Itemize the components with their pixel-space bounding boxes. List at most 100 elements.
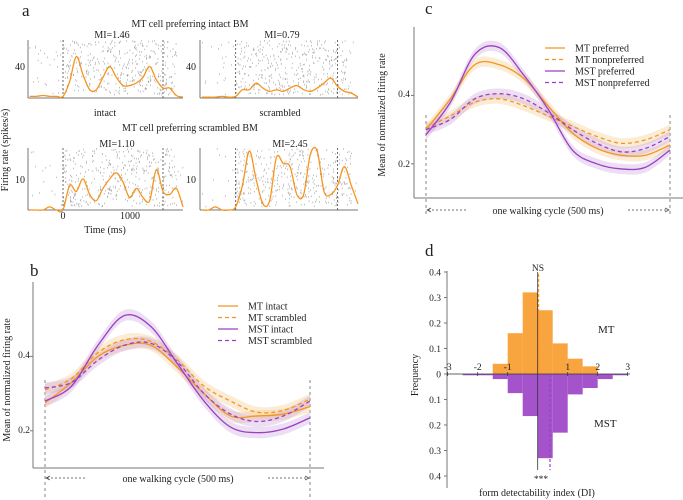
histogram-bar-mst bbox=[462, 374, 478, 376]
a-y-tick: 10 bbox=[186, 175, 196, 186]
y-tick-label: 0.3 bbox=[429, 447, 441, 457]
x-tick-label: -3 bbox=[444, 363, 452, 373]
legend-label: MST intact bbox=[248, 325, 293, 336]
a-x-tick: 0 bbox=[61, 211, 66, 222]
x-tick-label: 1 bbox=[565, 363, 570, 373]
histogram-bar-mst bbox=[507, 374, 523, 394]
x-tick-label: 2 bbox=[595, 363, 600, 373]
psth-line bbox=[29, 55, 184, 99]
error-band bbox=[45, 332, 310, 419]
psth-plot bbox=[199, 146, 359, 212]
legend-label: MST preferred bbox=[575, 67, 635, 78]
x-tick-label: -1 bbox=[504, 363, 512, 373]
histogram-bar-mst bbox=[492, 374, 508, 380]
d-x-label: form detectability index (DI) bbox=[479, 488, 595, 499]
b-y-tick: 0.2 bbox=[18, 426, 30, 436]
series-line-mst-scrambled bbox=[44, 341, 311, 423]
histogram-bar-mt bbox=[522, 292, 538, 374]
a-y-tick: 40 bbox=[186, 62, 196, 73]
histogram-bar-mst bbox=[477, 374, 493, 376]
histogram-bar-mt bbox=[567, 358, 583, 374]
d-mst-significance: *** bbox=[534, 475, 549, 485]
legend-label: MT nonpreferred bbox=[575, 55, 644, 66]
a-mi-label: MI=1.10 bbox=[99, 139, 134, 150]
error-band bbox=[45, 336, 310, 428]
legend-label: MT scrambled bbox=[248, 313, 306, 324]
error-band bbox=[426, 93, 670, 149]
panel-label-b: b bbox=[30, 261, 39, 280]
histogram-bar-mst bbox=[552, 374, 568, 433]
y-tick-label: 0.2 bbox=[429, 422, 441, 432]
histogram-bar-mt bbox=[552, 343, 568, 374]
series-line-mt-nonpreferred bbox=[425, 98, 671, 145]
psth-line bbox=[201, 77, 359, 98]
a-x-tick: 1000 bbox=[120, 211, 140, 222]
a-condition-label: intact bbox=[94, 108, 116, 119]
legend-label: MST nonpreferred bbox=[575, 78, 650, 89]
legend-label: MST scrambled bbox=[248, 336, 312, 347]
error-band bbox=[426, 88, 670, 158]
histogram-bar-mst bbox=[597, 374, 613, 380]
series-line-mst-intact bbox=[44, 314, 311, 434]
a-row1-title: MT cell preferring intact BM bbox=[131, 19, 248, 30]
y-tick-label: 0.3 bbox=[429, 294, 441, 304]
y-tick-label: 0.4 bbox=[429, 269, 441, 279]
b-y-tick: 0.4 bbox=[18, 351, 30, 361]
legend-label: MT intact bbox=[248, 302, 288, 313]
a-y-tick: 10 bbox=[15, 175, 25, 186]
d-y-label: Frequency bbox=[410, 354, 421, 396]
d-mt-significance: NS bbox=[532, 264, 544, 274]
y-tick-label: 0.4 bbox=[429, 473, 441, 483]
y-tick-label: 0.1 bbox=[429, 345, 441, 355]
series-line-mt-preferred bbox=[425, 60, 671, 157]
c-y-tick: 0.4 bbox=[398, 90, 410, 100]
a-y-label: Firing rate (spikes/s) bbox=[0, 109, 11, 192]
d-plot: -3 -2 -1 1 2 3 0.4 0.3 0.2 0.1 0 0.1 0.2 0.3 0.4 bbox=[429, 269, 630, 488]
histogram-bar-mt bbox=[537, 310, 553, 374]
series-line-mt-scrambled bbox=[44, 337, 311, 414]
psth-plot bbox=[27, 40, 184, 99]
c-y-label: Mean of normalized firing rate bbox=[377, 53, 388, 177]
series-line-mst-preferred bbox=[425, 45, 671, 171]
y-tick-label: 0.1 bbox=[429, 396, 441, 406]
b-y-label: Mean of normalized firing rate bbox=[2, 318, 13, 442]
arrowhead-right bbox=[664, 207, 670, 213]
psth-plot bbox=[27, 148, 184, 213]
arrowhead-left bbox=[45, 475, 51, 481]
histogram-bar-mt bbox=[582, 366, 598, 374]
histogram-bar-mt bbox=[507, 333, 523, 374]
a-mi-label: MI=2.45 bbox=[272, 139, 307, 150]
b-x-label: one walking cycle (500 ms) bbox=[122, 474, 233, 485]
c-y-tick: 0.2 bbox=[398, 160, 410, 170]
arrowhead-right bbox=[304, 475, 310, 481]
c-x-label: one walking cycle (500 ms) bbox=[492, 206, 603, 217]
panel-label-a: a bbox=[22, 1, 30, 20]
histogram-bar-mst bbox=[522, 374, 538, 417]
psth-line bbox=[201, 146, 359, 212]
series-line-mst-nonpreferred bbox=[425, 93, 671, 153]
y-tick-label: 0.2 bbox=[429, 320, 441, 330]
error-band bbox=[426, 40, 670, 175]
legend-label: MT preferred bbox=[575, 44, 629, 55]
d-mst-label: MST bbox=[594, 418, 617, 430]
panel-label-c: c bbox=[425, 0, 433, 18]
a-row2-title: MT cell preferring scrambled BM bbox=[122, 123, 258, 134]
psth-plot bbox=[199, 40, 359, 99]
y-tick-label: 0 bbox=[436, 371, 441, 381]
panel-label-d: d bbox=[425, 241, 434, 260]
x-tick-label: -2 bbox=[474, 363, 482, 373]
psth-line bbox=[29, 169, 184, 213]
histogram-bar-mst bbox=[582, 374, 598, 389]
a-condition-label: scrambled bbox=[259, 108, 300, 119]
error-band bbox=[45, 309, 310, 439]
a-y-tick: 40 bbox=[15, 62, 25, 73]
histogram-bar-mst bbox=[567, 374, 583, 395]
histogram-bar-mst bbox=[612, 374, 628, 376]
x-tick-label: 3 bbox=[625, 363, 630, 373]
arrowhead-left bbox=[426, 207, 432, 213]
a-mi-label: MI=0.79 bbox=[264, 30, 299, 41]
a-x-label: Time (ms) bbox=[84, 225, 126, 236]
histogram-bar-mt bbox=[492, 363, 508, 374]
